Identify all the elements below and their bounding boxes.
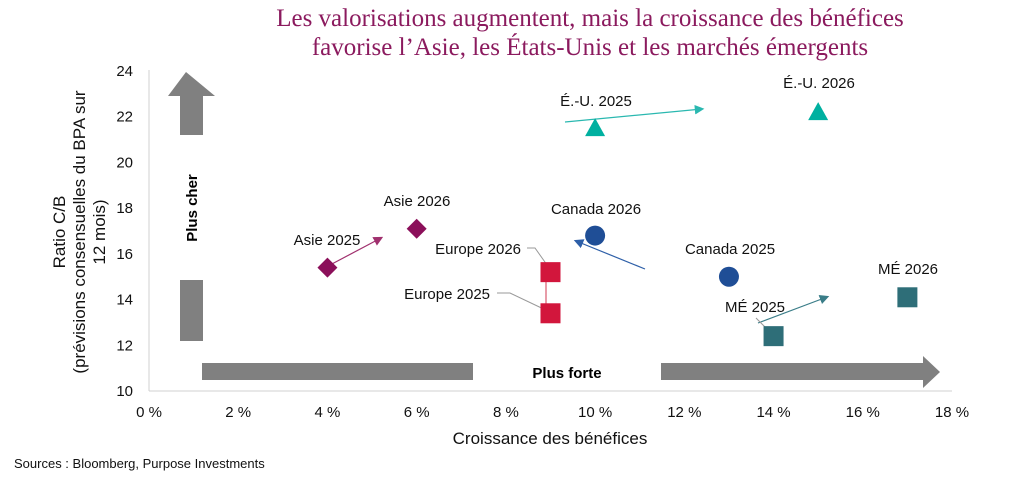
data-label: MÉ 2025 (725, 299, 785, 316)
sources-note: Sources : Bloomberg, Purpose Investments (14, 456, 265, 471)
data-point-europe-2025 (540, 303, 561, 324)
data-label: Asie 2026 (384, 193, 451, 210)
data-point-asie-2025 (317, 257, 338, 278)
x-tick-label: 18 % (935, 404, 969, 421)
y-axis-label-line-1: Ratio C/B (50, 196, 69, 269)
stronger-growth-label: Plus forte (532, 365, 601, 382)
chart-title-line-2: favorise l’Asie, les États-Unis et les m… (311, 34, 869, 61)
us-trend-arrow (564, 104, 705, 123)
data-label: Canada 2026 (551, 201, 641, 218)
stronger-growth-arrow (202, 356, 940, 388)
data-point-europe-2026 (540, 262, 561, 283)
y-tick-label: 18 (116, 200, 133, 217)
more-expensive-arrow (168, 72, 215, 341)
x-tick-label: 4 % (315, 404, 341, 421)
data-label: Europe 2025 (404, 286, 490, 303)
x-tick-label: 8 % (493, 404, 519, 421)
y-tick-label: 14 (116, 292, 133, 309)
x-tick-label: 10 % (578, 404, 612, 421)
chart-title-line-1: Les valorisations augmentent, mais la cr… (276, 5, 904, 32)
canada-trend-arrow (573, 239, 646, 270)
data-label: Asie 2025 (294, 232, 361, 249)
em-trend-arrow (757, 295, 830, 324)
x-tick-label: 0 % (136, 404, 162, 421)
data-point--u-2025 (585, 118, 606, 137)
data-point-asie-2026 (406, 218, 427, 239)
europe-2025-leader-line (497, 292, 553, 314)
more-expensive-label: Plus cher (184, 174, 201, 242)
y-tick-label: 20 (116, 154, 133, 171)
data-point-canada-2025 (718, 266, 739, 287)
y-tick-label: 12 (116, 337, 133, 354)
y-axis-label: Ratio C/B (prévisions consensuelles du B… (50, 90, 109, 374)
x-tick-label: 16 % (846, 404, 880, 421)
data-point-m-2025 (763, 326, 784, 347)
y-tick-label: 10 (116, 383, 133, 400)
asia-trend-arrow (329, 236, 384, 266)
data-point-m-2026 (897, 287, 918, 308)
data-label: É.-U. 2026 (783, 75, 855, 92)
data-label: É.-U. 2025 (560, 93, 632, 110)
data-label: Europe 2026 (435, 241, 521, 258)
chart-title: Les valorisations augmentent, mais la cr… (0, 4, 1024, 62)
data-point-canada-2026 (585, 225, 606, 246)
x-tick-label: 2 % (225, 404, 251, 421)
x-tick-label: 14 % (756, 404, 790, 421)
data-point--u-2026 (808, 102, 829, 121)
data-label: MÉ 2026 (878, 261, 938, 278)
x-tick-label: 12 % (667, 404, 701, 421)
data-label: Canada 2025 (685, 241, 775, 258)
y-axis-label-line-2: (prévisions consensuelles du BPA sur (70, 90, 89, 374)
x-axis-label: Croissance des bénéfices (453, 429, 648, 448)
x-tick-label: 6 % (404, 404, 430, 421)
y-tick-label: 22 (116, 109, 133, 126)
y-axis-label-line-3: 12 mois) (90, 199, 109, 264)
y-tick-label: 16 (116, 246, 133, 263)
y-tick-label: 24 (116, 63, 133, 80)
